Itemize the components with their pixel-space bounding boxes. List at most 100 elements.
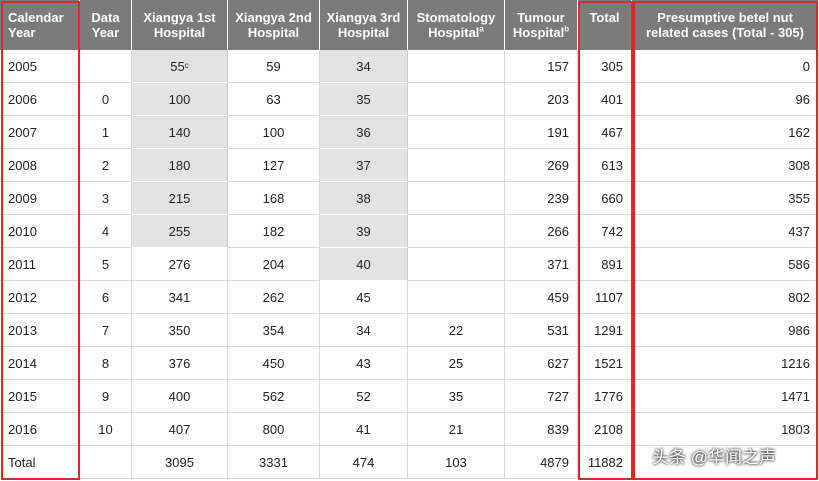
- cell-value: 400: [168, 388, 191, 404]
- table-cell: 127: [228, 149, 320, 182]
- table-cell: 215: [132, 182, 228, 215]
- cell-value: 262: [262, 289, 285, 305]
- cell-value: 371: [547, 256, 569, 272]
- table-cell: 36: [320, 116, 408, 149]
- cell-value: 43: [356, 355, 371, 371]
- cell-value: 305: [601, 58, 623, 74]
- cell-value: 38: [356, 190, 371, 206]
- table-cell: 4: [80, 215, 132, 248]
- cell-value: 474: [352, 454, 375, 470]
- table-cell: 239: [505, 182, 578, 215]
- table-cell: 34: [320, 314, 408, 347]
- table-cell: 562: [228, 380, 320, 413]
- cell-value: 660: [601, 190, 623, 206]
- cell-value: Total: [8, 454, 36, 470]
- table-cell: 34: [320, 50, 408, 83]
- header-cell: Xiangya 1st Hospital: [132, 0, 228, 50]
- table-cell: 450: [228, 347, 320, 380]
- table-cell: 5: [80, 248, 132, 281]
- table-cell: 3331: [228, 446, 320, 479]
- header-text: Xiangya 3rd Hospital: [324, 10, 403, 40]
- cell-value: 203: [547, 91, 569, 107]
- cell-value: 613: [601, 157, 623, 173]
- header-label: Data Year: [91, 10, 120, 40]
- cell-value: 2108: [594, 421, 623, 437]
- cell-value: 355: [788, 190, 810, 206]
- cell-value: 742: [601, 223, 623, 239]
- cell-value: 269: [547, 157, 569, 173]
- table-cell: 354: [228, 314, 320, 347]
- cell-value: 36: [356, 124, 371, 140]
- header-label: Tumour Hospital: [512, 10, 565, 40]
- cell-value: 2: [101, 157, 110, 173]
- cell-value: 34: [356, 322, 371, 338]
- cell-value: 3095: [165, 454, 194, 470]
- cell-value: 35: [448, 388, 464, 404]
- table-cell: [408, 248, 505, 281]
- cell-value: 21: [448, 421, 464, 437]
- cell-value: 7: [101, 322, 110, 338]
- cell-value: 6: [101, 289, 110, 305]
- table-cell: 474: [320, 446, 408, 479]
- cell-value: 450: [262, 355, 285, 371]
- header-label: Xiangya 1st Hospital: [143, 10, 216, 40]
- cell-value: 531: [547, 322, 569, 338]
- header-label: Xiangya 3rd Hospital: [326, 10, 401, 40]
- cell-value: 407: [168, 421, 191, 437]
- cell-value: 37: [356, 157, 371, 173]
- cell-value: 1471: [781, 388, 810, 404]
- table-cell: 727: [505, 380, 578, 413]
- cell-value: 1776: [594, 388, 623, 404]
- header-cell: Xiangya 3rd Hospital: [320, 0, 408, 50]
- table-cell: 266: [505, 215, 578, 248]
- cell-value: 10: [98, 421, 113, 437]
- table-cell: 203: [505, 83, 578, 116]
- cell-value: 4: [101, 223, 110, 239]
- cell-value: 839: [547, 421, 569, 437]
- cell-value: 45: [356, 289, 371, 305]
- highlight-box: [1, 1, 80, 480]
- cell-value: 727: [547, 388, 569, 404]
- cell-value: 459: [547, 289, 569, 305]
- cell-value: 1216: [781, 355, 810, 371]
- cell-value: 276: [168, 256, 191, 272]
- table-cell: 3: [80, 182, 132, 215]
- table-cell: 38: [320, 182, 408, 215]
- header-cell: Tumour Hospitalb: [505, 0, 578, 50]
- cell-value: 1: [101, 124, 110, 140]
- cell-value: 350: [168, 322, 191, 338]
- cell-value: 586: [788, 256, 810, 272]
- cell-value: 127: [262, 157, 285, 173]
- cell-value: 40: [356, 256, 371, 272]
- table-cell: 0: [80, 83, 132, 116]
- table-cell: 627: [505, 347, 578, 380]
- cell-value: 437: [788, 223, 810, 239]
- cell-value: 2005: [8, 58, 37, 74]
- cell-value: 100: [262, 124, 285, 140]
- table-cell: 376: [132, 347, 228, 380]
- header-cell: Stomatology Hospitala: [408, 0, 505, 50]
- header-cell: Presumptive betel nut related cases (Tot…: [632, 0, 819, 50]
- table-cell: 531: [505, 314, 578, 347]
- table-cell: 262: [228, 281, 320, 314]
- cell-value: 191: [547, 124, 569, 140]
- cell-value: 800: [262, 421, 285, 437]
- table-cell: 276: [132, 248, 228, 281]
- table-cell: 35: [320, 83, 408, 116]
- header-text: Total: [589, 10, 619, 25]
- table-cell: 39: [320, 215, 408, 248]
- superscript: a: [479, 24, 484, 34]
- table-cell: 168: [228, 182, 320, 215]
- header-label: Presumptive betel nut related cases (Tot…: [646, 10, 804, 40]
- cell-value: 157: [547, 58, 569, 74]
- cell-value: 266: [547, 223, 569, 239]
- table-cell: 8: [80, 347, 132, 380]
- table-cell: [408, 281, 505, 314]
- table-cell: 22: [408, 314, 505, 347]
- cell-value: 1107: [595, 289, 623, 305]
- header-label: Total: [589, 10, 620, 25]
- header-text: Xiangya 2nd Hospital: [232, 10, 315, 40]
- table-cell: 157: [505, 50, 578, 83]
- cell-value: 204: [262, 256, 285, 272]
